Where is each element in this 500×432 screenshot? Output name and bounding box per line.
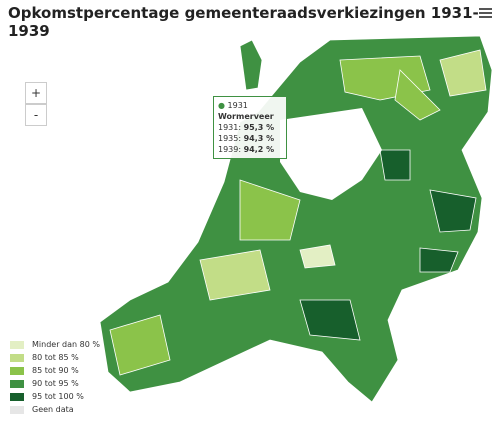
series-name: 1931 (227, 101, 248, 110)
region (299, 299, 361, 341)
legend-item[interactable]: Minder dan 80 % (10, 338, 100, 351)
tooltip-name: Wormerveer (218, 112, 274, 121)
tooltip-row: 1931: 95,3 % (218, 122, 282, 133)
legend-label: 80 tot 85 % (32, 353, 79, 362)
tooltip: ● 1931 Wormerveer 1931: 95,3 % 1935: 94,3… (213, 96, 287, 159)
row-year: 1931: (218, 123, 242, 132)
legend-item[interactable]: 80 tot 85 % (10, 351, 100, 364)
title: Opkomstpercentage gemeenteraadsverkiezin… (8, 4, 479, 40)
region (439, 49, 487, 97)
menu-button[interactable] (479, 8, 492, 20)
region (419, 247, 459, 273)
legend-label: 90 tot 95 % (32, 379, 79, 388)
region (109, 314, 171, 376)
tooltip-row: 1939: 94,2 % (218, 144, 282, 155)
legend-label: 95 tot 100 % (32, 392, 84, 401)
legend-label: Geen data (32, 405, 74, 414)
legend-item[interactable]: 90 tot 95 % (10, 377, 100, 390)
zoom-out[interactable]: - (25, 104, 47, 126)
row-year: 1939: (218, 145, 242, 154)
region (239, 179, 301, 241)
legend-swatch (10, 366, 24, 375)
row-year: 1935: (218, 134, 242, 143)
legend-item[interactable]: 85 tot 90 % (10, 364, 100, 377)
tooltip-series: ● 1931 (218, 101, 248, 110)
legend-label: 85 tot 90 % (32, 366, 79, 375)
legend-swatch (10, 340, 24, 349)
water (280, 108, 382, 200)
legend-item[interactable]: 95 tot 100 % (10, 390, 100, 403)
tooltip-row: 1935: 94,3 % (218, 133, 282, 144)
legend: Minder dan 80 % 80 tot 85 % 85 tot 90 % 90 … (10, 338, 100, 416)
region (429, 189, 477, 233)
legend-swatch (10, 392, 24, 401)
municipalities (99, 35, 493, 403)
region (379, 149, 411, 181)
legend-label: Minder dan 80 % (32, 340, 100, 349)
legend-item[interactable]: Geen data (10, 403, 100, 416)
region (394, 69, 441, 121)
tooltip-rows: 1931: 95,3 % 1935: 94,3 % 1939: 94,2 % (218, 122, 282, 155)
legend-swatch (10, 353, 24, 362)
legend-swatch (10, 379, 24, 388)
land (99, 35, 493, 403)
zoom-in[interactable]: + (25, 82, 47, 104)
region (299, 244, 336, 269)
region (199, 249, 271, 301)
row-value: 95,3 % (243, 123, 275, 132)
island (239, 39, 263, 91)
row-value: 94,2 % (243, 145, 275, 154)
legend-swatch (10, 405, 24, 414)
row-value: 94,3 % (243, 134, 275, 143)
